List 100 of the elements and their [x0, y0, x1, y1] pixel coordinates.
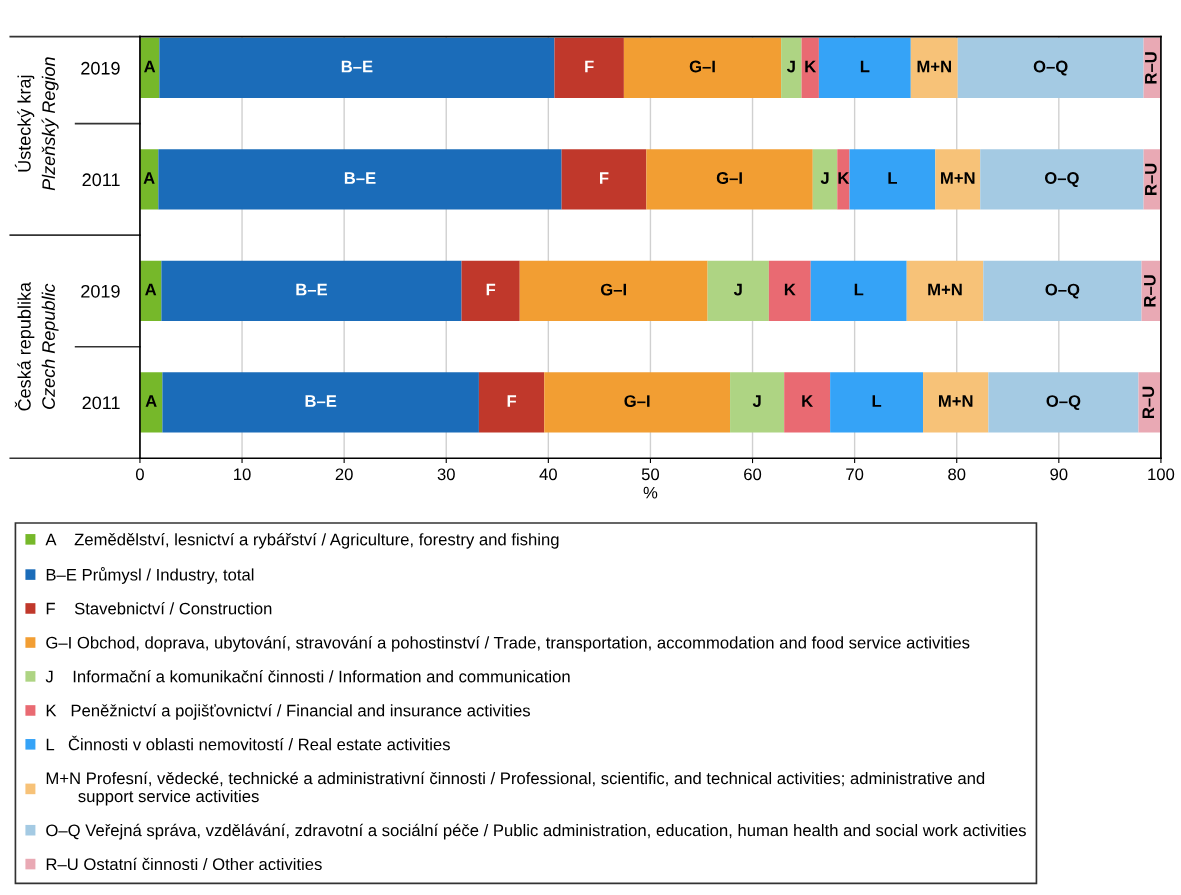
bar	[561, 149, 647, 210]
bar	[158, 149, 562, 210]
legend-label: A Zemědělství, lesnictví a rybářství / Agriculture, forestry and fishing	[45, 532, 559, 549]
x-tick-label: 60	[744, 468, 762, 481]
data-label: F	[486, 283, 496, 296]
bar	[818, 37, 911, 99]
bar	[810, 260, 907, 322]
data-label: L	[872, 395, 882, 407]
bar	[519, 260, 708, 322]
y-tick-label: 2011	[82, 396, 120, 410]
x-axis-title: %	[643, 486, 658, 499]
data-label: A	[143, 172, 155, 184]
x-tick-label: 80	[948, 468, 966, 481]
bar	[478, 372, 545, 433]
bar	[906, 260, 984, 322]
data-label: B–E	[296, 283, 328, 296]
bar	[830, 372, 924, 433]
legend-label: L Činnosti v oblasti nemovitostí / Real estate activities	[46, 735, 450, 751]
legend-label: G–I Obchod, doprava, ubytování, stravování a pohostinství / Trade, transportation, accommodation and food service activities	[46, 636, 970, 652]
legend-label: M+N Profesní, vědecké, technické a administrativní činnosti / Professional, scientific, and technical activities; administrative and support service activities	[46, 771, 985, 806]
legend-label: K Peněžnictví a pojišťovnictví / Financial and insurance activities	[46, 704, 531, 720]
data-label: B–E	[341, 60, 373, 73]
x-tick-label: 10	[234, 468, 251, 481]
data-label: K	[784, 283, 796, 296]
data-label: L	[860, 60, 870, 73]
bar	[623, 37, 782, 99]
data-label: R–U	[1145, 163, 1157, 195]
data-label: J	[752, 395, 761, 407]
data-label: O–Q	[1044, 172, 1079, 188]
bar	[801, 37, 819, 99]
bar	[935, 149, 981, 210]
bar	[162, 372, 479, 433]
text: Česká republika	[14, 281, 35, 411]
legend-label: F Stavebnictví / Construction	[46, 602, 272, 615]
bar	[923, 372, 989, 433]
data-label: R–U	[1145, 52, 1157, 84]
bar	[849, 149, 936, 210]
data-label: A	[145, 283, 157, 296]
data-label: J	[733, 283, 742, 296]
data-label: K	[805, 60, 817, 73]
data-label: A	[145, 395, 157, 407]
bar	[768, 260, 811, 322]
data-label: K	[802, 395, 814, 407]
bar	[139, 372, 163, 433]
x-tick-label: 70	[846, 468, 864, 481]
legend-label: O–Q Veřejná správa, vzdělávání, zdravotní a sociální péče / Public administration, education, human health and social work activities	[46, 823, 1026, 840]
bar	[781, 37, 802, 99]
x-tick-label: 20	[335, 468, 353, 481]
x-tick-label: 90	[1050, 468, 1068, 481]
data-label: B–E	[344, 172, 376, 184]
data-label: M+N	[917, 60, 951, 73]
data-label: J	[786, 60, 795, 73]
bar	[161, 260, 462, 322]
data-label: M+N	[941, 172, 975, 184]
data-label: J	[820, 172, 829, 184]
x-tick-label: 40	[539, 468, 557, 481]
text: Plzeňský Region	[41, 57, 59, 191]
x-tick-label: 50	[641, 468, 660, 481]
legend-label: R–U Ostatní činnosti / Other activities	[46, 857, 322, 871]
data-label: R–U	[1144, 275, 1156, 307]
bar	[784, 372, 831, 433]
data-label: O–Q	[1045, 283, 1080, 299]
bar	[980, 149, 1144, 210]
data-label: F	[585, 60, 594, 73]
data-label: L	[888, 172, 897, 184]
bar	[957, 37, 1144, 99]
data-label: K	[838, 172, 850, 184]
y-tick-label: 2019	[81, 61, 120, 75]
y-tick-label: 2019	[81, 284, 120, 298]
text: Ústecký kraj	[14, 75, 35, 172]
bar	[837, 149, 850, 210]
data-label: L	[854, 283, 864, 296]
bar	[554, 37, 624, 99]
data-label: A	[144, 60, 156, 73]
legend-label: J Informační a komunikační činnosti / Information and communication	[45, 669, 570, 683]
data-label: R–U	[1142, 386, 1155, 419]
data-label: M+N	[938, 395, 973, 407]
data-label: B–E	[305, 395, 337, 407]
data-label: G–I	[624, 395, 650, 407]
bar	[544, 372, 731, 433]
bar	[988, 372, 1139, 433]
bar	[461, 260, 520, 322]
data-label: F	[600, 172, 609, 184]
data-label: M+N	[928, 283, 962, 296]
bar	[707, 260, 769, 322]
x-tick-label: 0	[135, 468, 144, 481]
bar	[812, 149, 838, 210]
bar	[646, 149, 813, 210]
data-label: G–I	[716, 172, 742, 184]
data-label: F	[507, 395, 517, 407]
bar	[159, 37, 555, 99]
y-tick-label: 2011	[82, 173, 120, 187]
x-tick-label: 30	[437, 468, 455, 481]
x-tick-label: 100	[1148, 468, 1175, 481]
data-label: G–I	[600, 283, 626, 296]
data-label: O–Q	[1046, 395, 1081, 411]
legend-label: B–E Průmysl / Industry, total	[46, 567, 254, 584]
data-label: O–Q	[1033, 60, 1068, 76]
bar	[983, 260, 1142, 322]
bar	[910, 37, 958, 99]
